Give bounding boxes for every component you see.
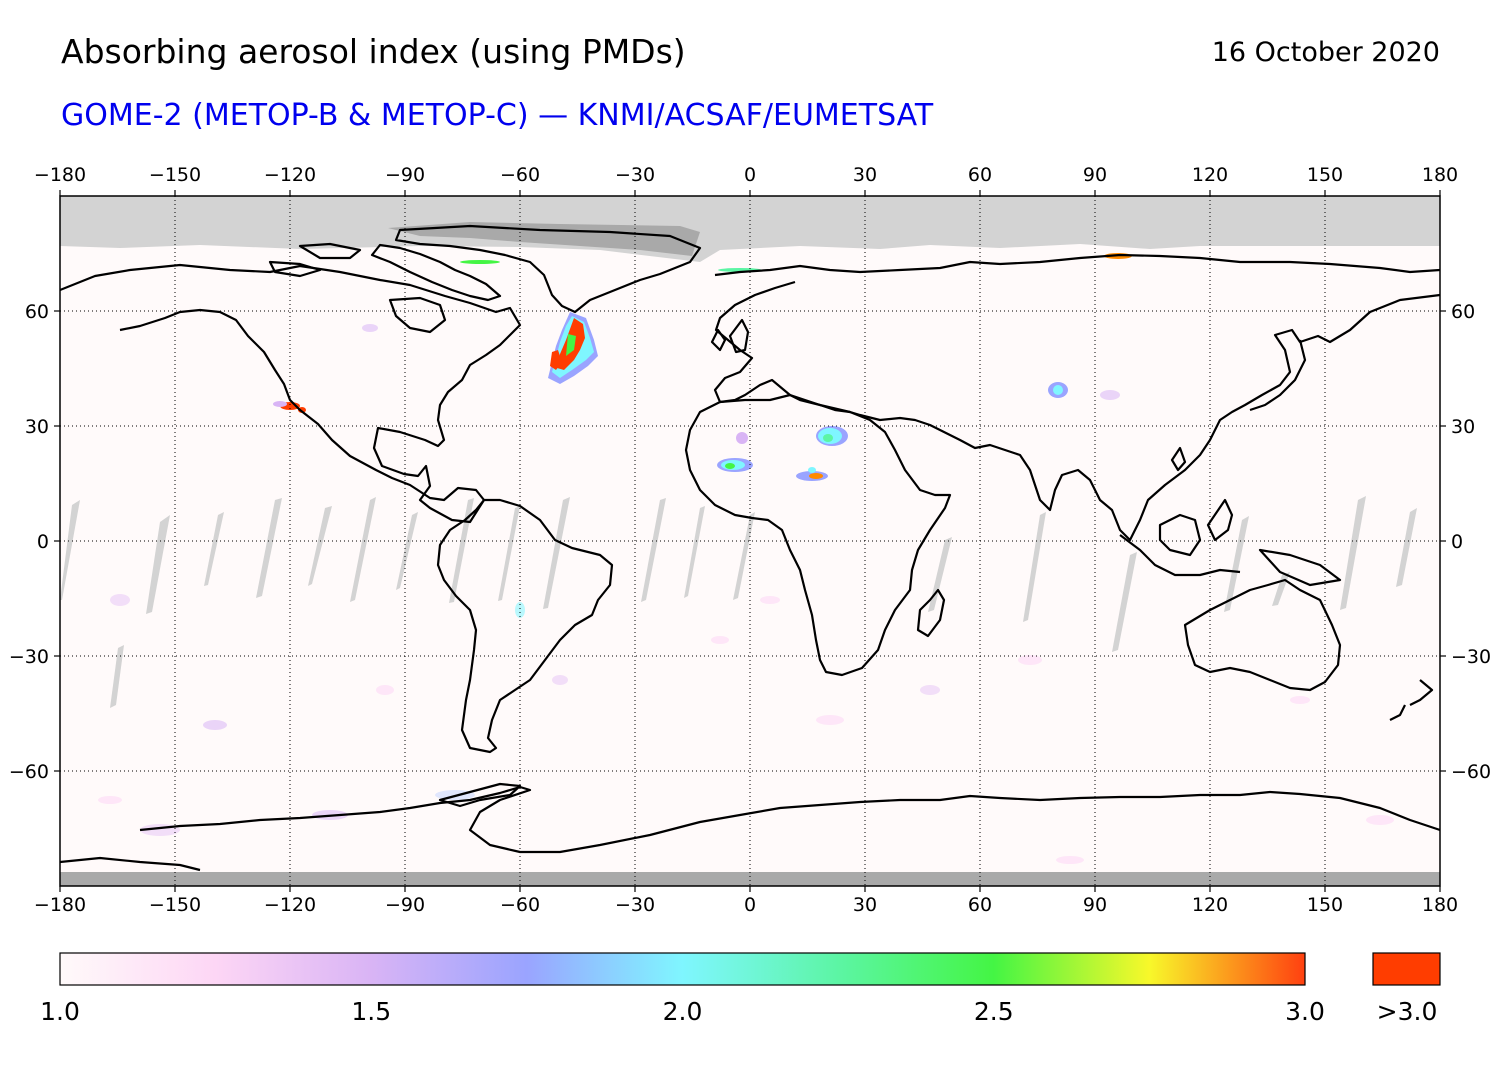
coast-antarctic-peninsula xyxy=(438,782,522,808)
coast-eurasia xyxy=(713,253,1440,542)
colorbar-tick-label: 2.5 xyxy=(974,997,1014,1026)
coast-greenland xyxy=(394,224,702,314)
lon-tick-label-bottom: 60 xyxy=(968,894,992,916)
lon-tick-label-top: −120 xyxy=(264,164,316,186)
lon-tick-label-top: −150 xyxy=(149,164,201,186)
lon-tick-label-top: −90 xyxy=(385,164,425,186)
lat-tick-label-right: 30 xyxy=(1451,416,1475,438)
colorbar-tick-label: 1.5 xyxy=(351,997,391,1026)
lon-tick-label-top: 120 xyxy=(1192,164,1228,186)
south-night-band xyxy=(60,872,1440,886)
coast-madagascar xyxy=(916,588,946,638)
sahara-plume xyxy=(736,426,848,446)
west-africa-plume xyxy=(717,458,753,472)
coast-japan-uk xyxy=(710,318,1307,472)
coastlines xyxy=(60,224,1440,872)
colorbar-gradient xyxy=(59,952,1306,986)
lon-tick-label-top: 60 xyxy=(968,164,992,186)
orbit-gaps xyxy=(60,496,1417,708)
lat-tick-label-left: 0 xyxy=(37,531,49,553)
colorbar: 1.0 1.5 2.0 2.5 3.0 >3.0 xyxy=(40,952,1441,1026)
lon-tick-label-top: −180 xyxy=(34,164,86,186)
north-atlantic-plume xyxy=(548,312,598,384)
lat-tick-label-left: 60 xyxy=(25,301,49,323)
page-title: Absorbing aerosol index (using PMDs) xyxy=(61,32,686,71)
page-subtitle: GOME-2 (METOP-B & METOP-C) — KNMI/ACSAF/… xyxy=(61,98,934,133)
lat-tick-label-left: 30 xyxy=(25,416,49,438)
lon-tick-label-bottom: −90 xyxy=(385,894,425,916)
lon-tick-label-bottom: 90 xyxy=(1083,894,1107,916)
lon-tick-label-bottom: −150 xyxy=(149,894,201,916)
lat-tick-label-left: −30 xyxy=(9,646,49,668)
lon-tick-label-bottom: 150 xyxy=(1307,894,1343,916)
lon-tick-label-top: −30 xyxy=(615,164,655,186)
lon-tick-label-top: 180 xyxy=(1422,164,1458,186)
coast-australia xyxy=(1183,578,1342,692)
colorbar-over-box xyxy=(1372,952,1441,986)
colorbar-over-label: >3.0 xyxy=(1377,997,1438,1026)
coast-north-america xyxy=(60,263,522,524)
chad-plume xyxy=(796,467,828,481)
lon-tick-label-top: 0 xyxy=(744,164,756,186)
coast-antarctica xyxy=(60,785,1440,872)
lon-tick-label-top: 90 xyxy=(1083,164,1107,186)
graticule xyxy=(60,196,1440,886)
coast-africa xyxy=(684,393,952,677)
colorbar-ticks: 1.0 1.5 2.0 2.5 3.0 xyxy=(40,997,1325,1026)
coast-new-zealand xyxy=(1389,679,1434,721)
lat-tick-label-right: −60 xyxy=(1451,761,1491,783)
colorbar-tick-label: 2.0 xyxy=(663,997,703,1026)
greenland-no-data xyxy=(388,222,700,256)
lon-tick-label-top: 30 xyxy=(853,164,877,186)
coast-indonesia xyxy=(1119,498,1342,587)
lat-tick-label-right: 60 xyxy=(1451,301,1475,323)
coast-south-america xyxy=(436,498,614,754)
world-map: −180 −180 −150 −150 −120 −120 −90 −90 −60 −60 −30 −… xyxy=(9,164,1491,916)
axis-ticks: −180 −180 −150 −150 −120 −120 −90 −90 −60 −60 −30 −… xyxy=(9,164,1491,916)
lon-tick-label-bottom: −120 xyxy=(264,894,316,916)
lat-tick-label-right: −30 xyxy=(1451,646,1491,668)
lon-tick-label-top: −60 xyxy=(500,164,540,186)
colorbar-tick-label: 3.0 xyxy=(1285,997,1325,1026)
lon-tick-label-bottom: −30 xyxy=(615,894,655,916)
lon-tick-label-bottom: 120 xyxy=(1192,894,1228,916)
lat-tick-label-right: 0 xyxy=(1451,531,1463,553)
lon-tick-label-bottom: 180 xyxy=(1422,894,1458,916)
lon-tick-label-top: 150 xyxy=(1307,164,1343,186)
date-label: 16 October 2020 xyxy=(1211,37,1440,68)
lon-tick-label-bottom: −180 xyxy=(34,894,86,916)
colorbar-tick-label: 1.0 xyxy=(40,997,80,1026)
coast-arctic-islands xyxy=(268,242,502,334)
lon-tick-label-bottom: 0 xyxy=(744,894,756,916)
lon-tick-label-bottom: −60 xyxy=(500,894,540,916)
lat-tick-label-left: −60 xyxy=(9,761,49,783)
lon-tick-label-bottom: 30 xyxy=(853,894,877,916)
